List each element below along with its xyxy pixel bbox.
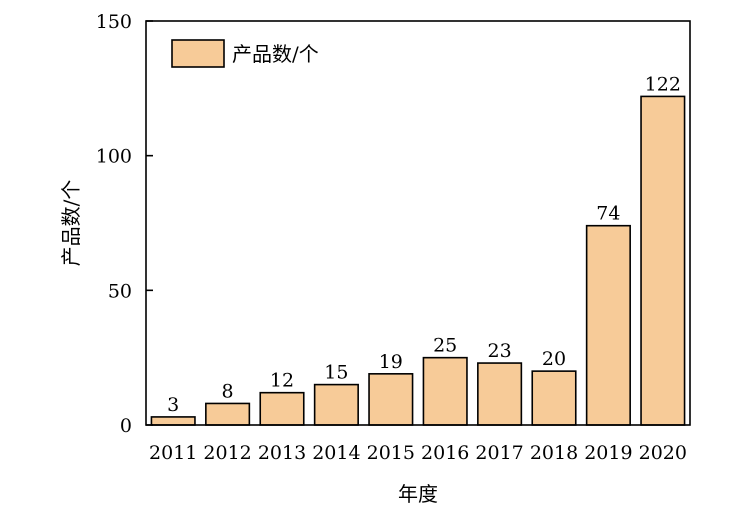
x-tick-label-2017: 2017: [475, 442, 523, 464]
data-label-2015: 19: [379, 351, 403, 373]
x-tick-label-2011: 2011: [149, 442, 197, 464]
bar-2015: [368, 373, 414, 426]
bar-2019: [585, 224, 631, 426]
bar-2014: [313, 383, 359, 426]
data-label-2014: 15: [324, 362, 348, 384]
data-label-2012: 8: [222, 380, 234, 402]
bar-2011: [150, 416, 196, 426]
x-tick-label-2015: 2015: [367, 442, 415, 464]
x-axis-ticks: 2011 2012 2013 2014 2015 2016 2017 2018 2019 2020: [149, 442, 687, 464]
bar-2013: [259, 391, 305, 426]
data-label-2017: 23: [488, 340, 512, 362]
y-tick-label-150: 150: [96, 11, 132, 33]
y-tick-label-50: 50: [108, 280, 132, 302]
bar-2017: [477, 362, 523, 426]
plot-frame: [145, 20, 691, 426]
data-label-2020: 122: [645, 73, 681, 95]
data-labels-group: 3 8 12 15 19 25 23 20 74 122: [167, 73, 681, 416]
x-tick-label-2012: 2012: [203, 442, 251, 464]
data-label-2019: 74: [596, 203, 620, 225]
x-tick-label-2018: 2018: [530, 442, 578, 464]
x-tick-label-2016: 2016: [421, 442, 469, 464]
data-label-2016: 25: [433, 335, 457, 357]
bar-2012: [205, 402, 251, 426]
data-label-2018: 20: [542, 348, 566, 370]
bar-2016: [422, 356, 468, 426]
y-tick-label-0: 0: [120, 415, 132, 437]
data-label-2013: 12: [270, 370, 294, 392]
legend: 产品数/个: [171, 39, 319, 68]
x-axis-title: 年度: [398, 482, 438, 506]
x-tick-label-2013: 2013: [258, 442, 306, 464]
y-tick-label-100: 100: [96, 146, 132, 168]
bar-2020: [640, 95, 686, 426]
data-label-2011: 3: [167, 394, 179, 416]
x-tick-label-2020: 2020: [639, 442, 687, 464]
legend-label: 产品数/个: [232, 42, 319, 66]
bars-group: [150, 95, 686, 426]
y-axis-ticks: 0 50 100 150: [96, 11, 153, 437]
x-tick-label-2019: 2019: [584, 442, 632, 464]
x-tick-label-2014: 2014: [312, 442, 360, 464]
y-axis-title: 产品数/个: [59, 180, 83, 267]
legend-swatch: [171, 39, 225, 68]
bar-2018: [531, 370, 577, 426]
